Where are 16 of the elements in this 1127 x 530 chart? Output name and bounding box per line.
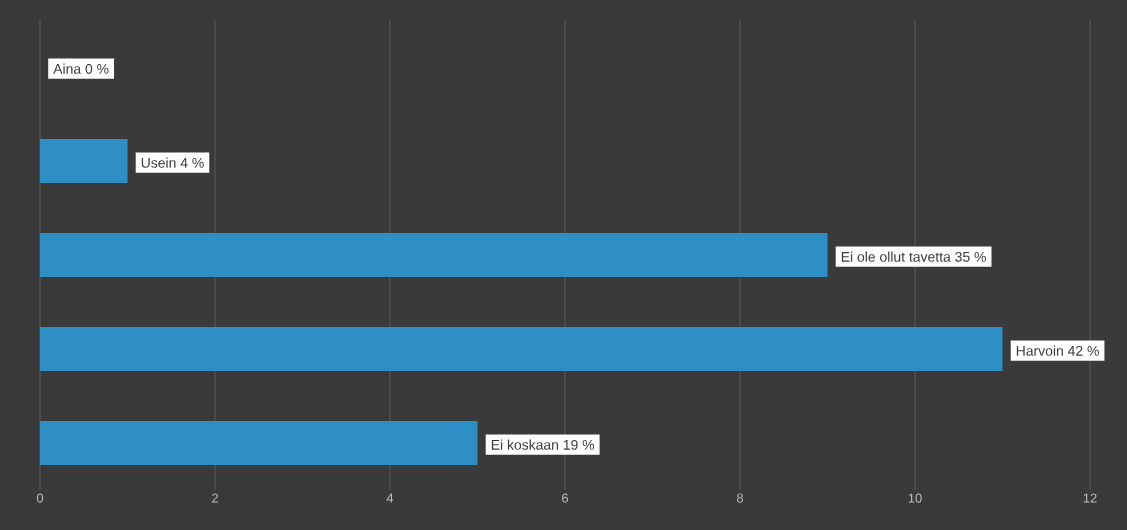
x-tick-label: 8 bbox=[736, 493, 744, 503]
data-label: Ei koskaan 19 % bbox=[491, 439, 595, 450]
x-tick-label: 4 bbox=[386, 493, 394, 503]
x-tick-label: 10 bbox=[908, 493, 922, 503]
x-tick-label: 2 bbox=[212, 493, 218, 503]
data-label: Harvoin 42 % bbox=[1016, 345, 1099, 356]
x-tick-label: 12 bbox=[1083, 493, 1097, 503]
x-tick-label: 0 bbox=[36, 493, 44, 503]
data-label: Usein 4 % bbox=[141, 157, 204, 168]
bar bbox=[40, 138, 128, 184]
x-tick-label: 6 bbox=[562, 493, 569, 503]
bar bbox=[40, 420, 478, 466]
bar bbox=[40, 326, 1003, 372]
bar bbox=[40, 232, 828, 278]
data-label: Ei ole ollut tavetta 35 % bbox=[841, 251, 986, 262]
data-label: Aina 0 % bbox=[53, 63, 109, 74]
